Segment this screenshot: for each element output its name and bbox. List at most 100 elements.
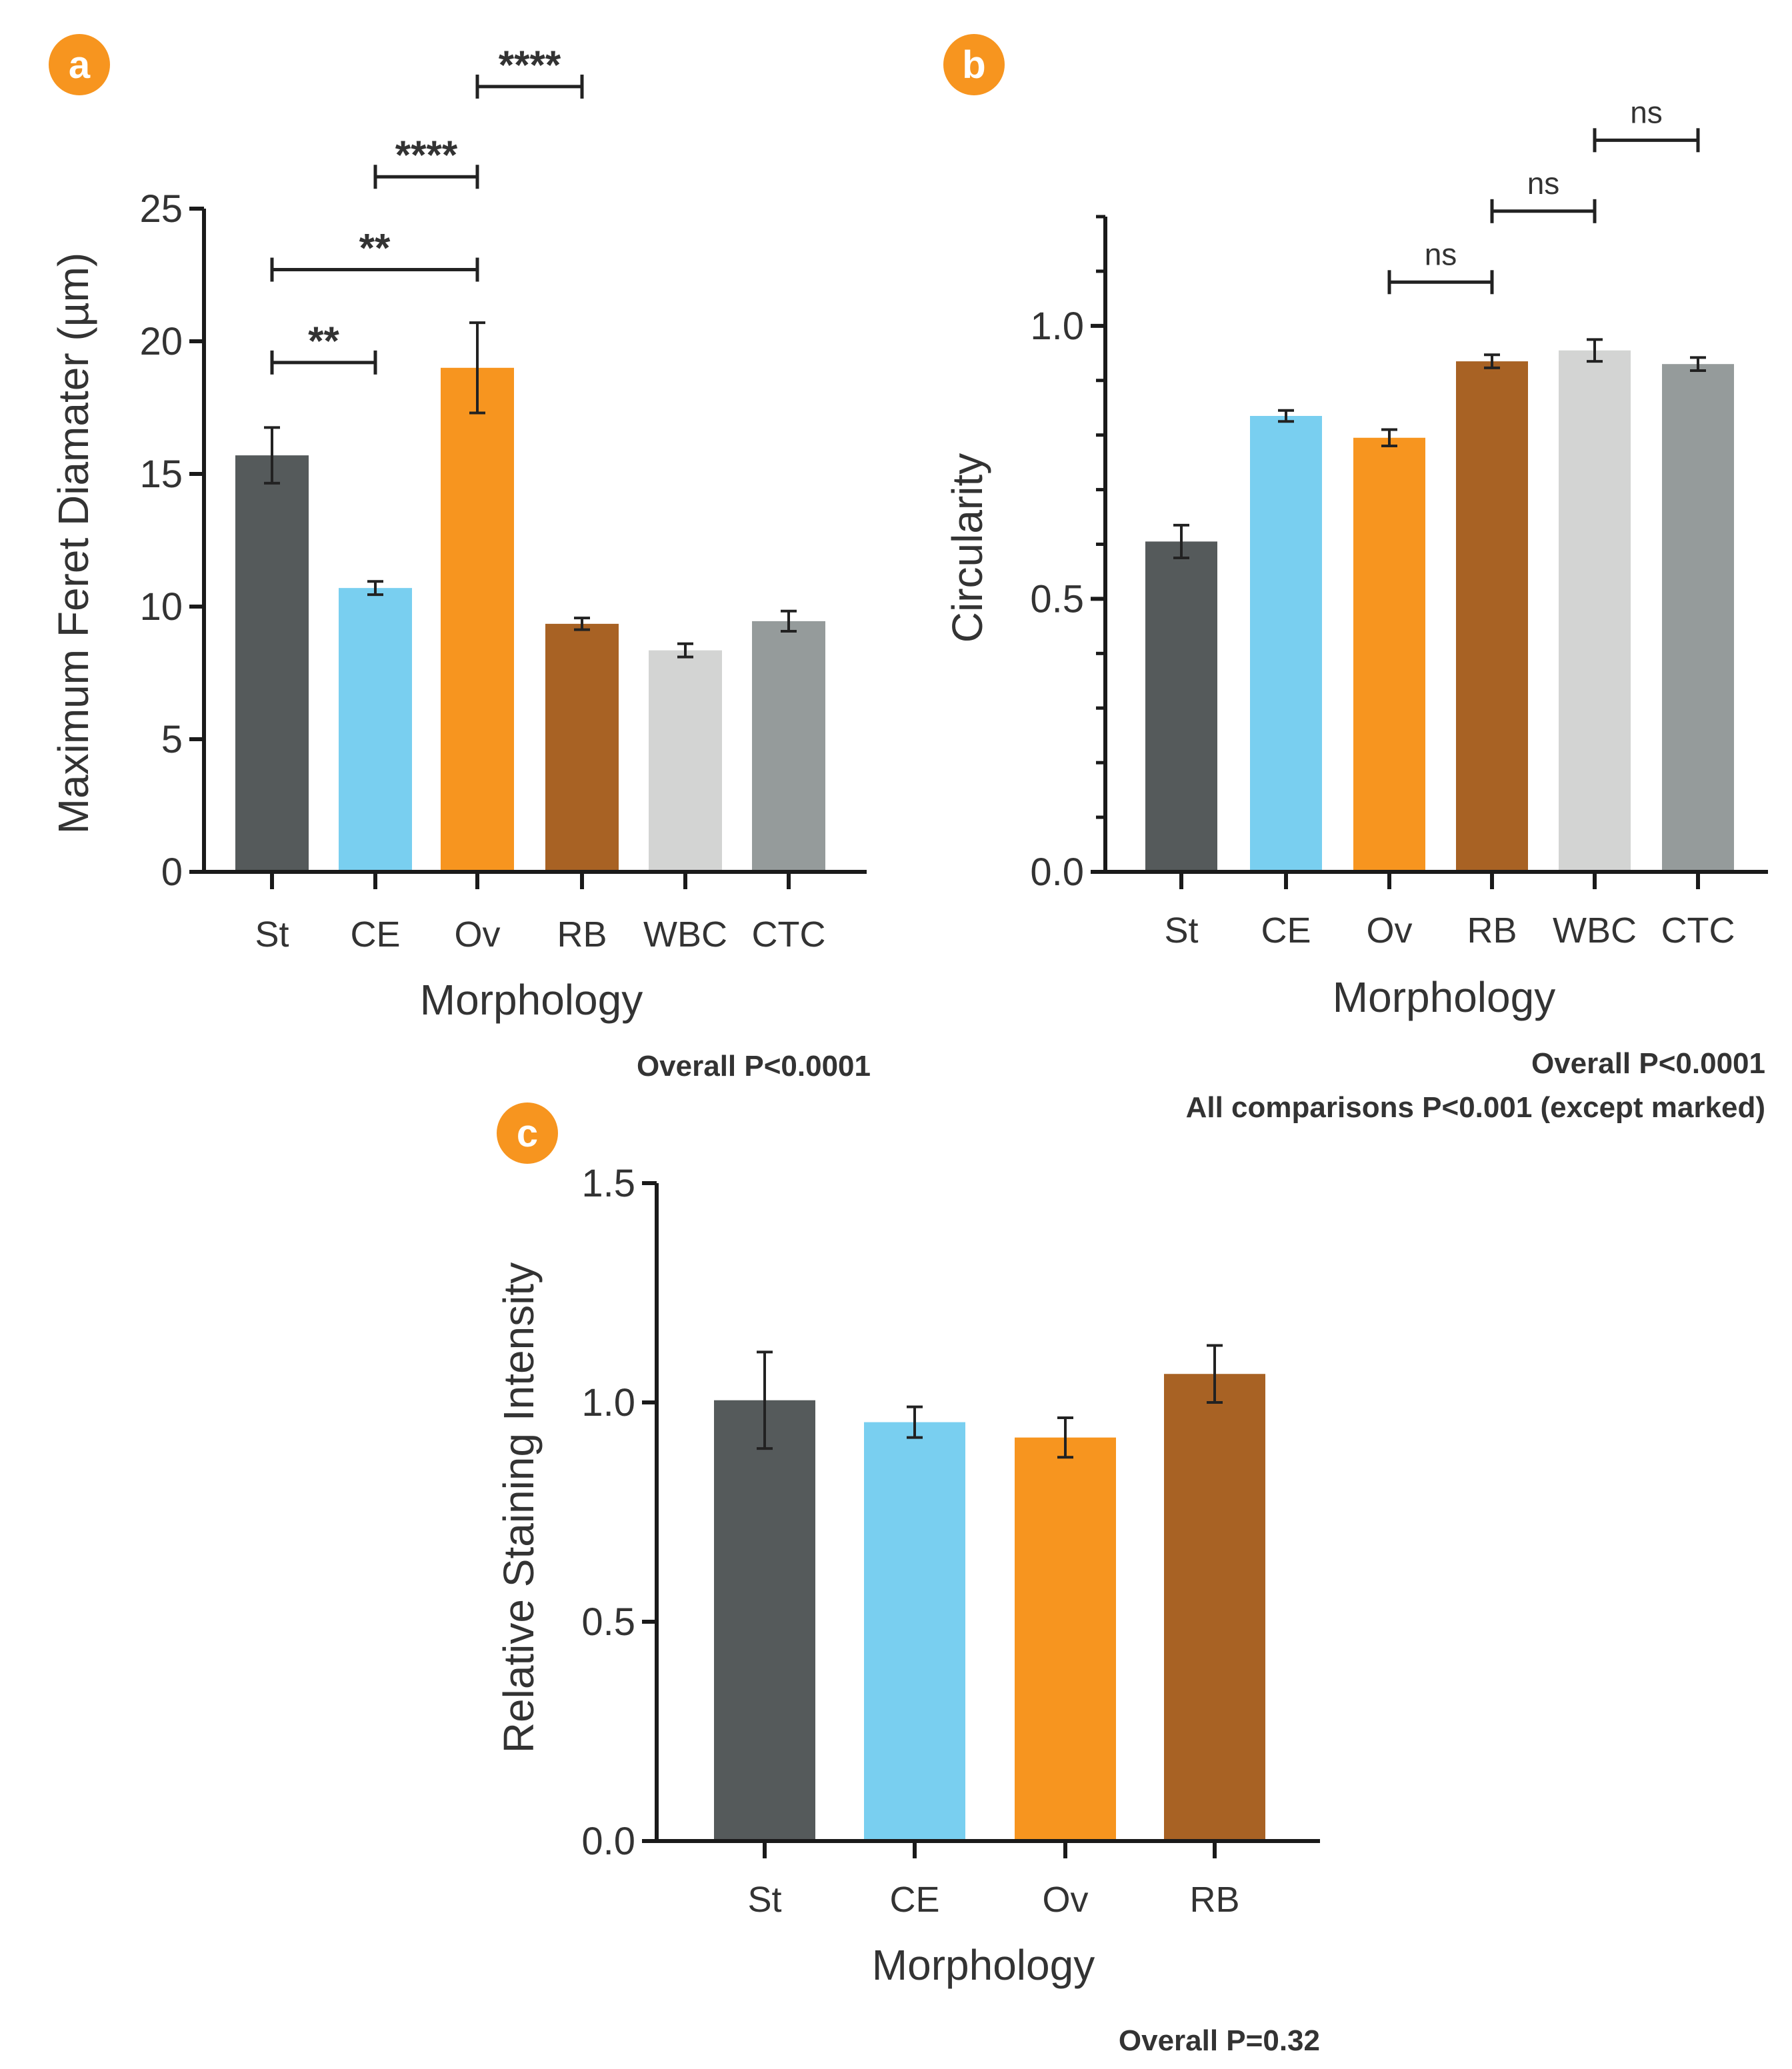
- bar-wbc: [649, 650, 722, 872]
- bar-wbc: [1559, 350, 1631, 872]
- x-tick-label-rb: RB: [1189, 1880, 1239, 1920]
- panel-c-y-axis-title: Relative Staining Intensity: [495, 1262, 543, 1753]
- x-tick-label-ov: Ov: [454, 915, 500, 955]
- panel-a-bars: [235, 321, 825, 872]
- y-tick-label: 0.5: [581, 1600, 635, 1644]
- significance-label: ****: [499, 43, 561, 87]
- y-tick-label: 0.5: [1030, 577, 1084, 621]
- panel-c-badge: [497, 1102, 558, 1164]
- significance-label: **: [308, 319, 339, 363]
- significance-label: ns: [1630, 95, 1663, 129]
- y-tick-label: 1.0: [1030, 305, 1084, 348]
- x-tick-label-ce: CE: [889, 1880, 939, 1920]
- error-bar-ctc: [781, 609, 797, 633]
- y-tick-label: 0.0: [1030, 851, 1084, 894]
- significance-bracket: [270, 257, 479, 282]
- panel-b: b 0.0 0.5 1.0 St CE Ov RB WBC CTC ns ns ns Morpholo…: [943, 34, 1768, 1124]
- x-tick-label-st: St: [255, 915, 289, 955]
- panel-b-badge: [943, 34, 1005, 95]
- x-tick-label-rb: RB: [557, 915, 607, 955]
- x-tick-label-ctc: CTC: [752, 915, 826, 955]
- panel-c-axes: 0.0 0.5 1.0 1.5 St CE Ov RB: [581, 1162, 1320, 1920]
- panel-a-y-axis-title: Maximum Feret Diamater (µm): [49, 253, 97, 835]
- error-bar-ce: [907, 1405, 923, 1439]
- panel-b-overall-p-note: Overall P<0.0001: [1531, 1047, 1765, 1080]
- y-tick-label: 0.0: [581, 1820, 635, 1863]
- x-tick-label-rb: RB: [1467, 911, 1517, 951]
- panel-a-badge-label: a: [69, 43, 91, 87]
- error-bar-ov: [1381, 428, 1397, 448]
- bar-rb: [1456, 361, 1528, 872]
- panel-c-bars: [714, 1344, 1265, 1841]
- error-bar-ov: [469, 321, 485, 415]
- panel-a-overall-p-note: Overall P<0.0001: [637, 1050, 871, 1082]
- panel-b-bars: [1145, 338, 1734, 872]
- x-tick-label-ce: CE: [350, 915, 400, 955]
- x-tick-label-wbc: WBC: [643, 915, 727, 955]
- bar-ov: [441, 367, 514, 872]
- error-bar-ce: [1278, 409, 1294, 423]
- significance-label: **: [359, 226, 391, 271]
- significance-bracket: [1387, 270, 1494, 295]
- error-bar-wbc: [1587, 338, 1603, 363]
- panel-c-overall-p-note: Overall P=0.32: [1119, 2024, 1320, 2057]
- panel-c-badge-label: c: [517, 1112, 538, 1155]
- bar-ctc: [752, 621, 825, 872]
- significance-bracket: [270, 350, 377, 375]
- bar-st: [714, 1400, 815, 1841]
- panel-a-badge: [49, 34, 110, 95]
- significance-label: ns: [1527, 166, 1560, 201]
- panel-b-axes: 0.0 0.5 1.0 St CE Ov RB WBC CTC ns ns ns: [1030, 95, 1768, 951]
- bar-ov: [1015, 1437, 1116, 1841]
- x-tick-label-ov: Ov: [1366, 911, 1412, 951]
- y-tick-label: 20: [139, 320, 183, 363]
- error-bar-ce: [367, 580, 383, 597]
- y-tick-label: 0: [161, 851, 183, 894]
- error-bar-st: [264, 426, 280, 485]
- significance-bracket: [1490, 199, 1597, 223]
- bar-rb: [1164, 1374, 1265, 1841]
- y-tick-label: 5: [161, 718, 183, 761]
- significance-bracket: [1593, 128, 1700, 153]
- panel-b-comparisons-note: All comparisons P<0.001 (except marked): [1186, 1091, 1765, 1124]
- significance-bracket: [373, 165, 479, 189]
- error-bar-st: [757, 1350, 773, 1450]
- error-bar-rb: [1207, 1344, 1223, 1404]
- y-tick-label: 10: [139, 585, 183, 629]
- bar-ce: [339, 588, 412, 872]
- error-bar-ctc: [1690, 356, 1706, 373]
- x-tick-label-st: St: [1164, 911, 1198, 951]
- panel-b-x-axis-title: Morphology: [1333, 973, 1555, 1021]
- significance-bracket: [475, 74, 584, 99]
- bar-ce: [864, 1422, 965, 1841]
- x-tick-label-ctc: CTC: [1661, 911, 1735, 951]
- y-tick-label: 15: [139, 453, 183, 496]
- x-tick-label-st: St: [747, 1880, 781, 1920]
- x-tick-label-ce: CE: [1261, 911, 1311, 951]
- significance-label: ns: [1425, 237, 1457, 271]
- panel-c: c 0.0 0.5 1.0 1.5 St CE Ov RB Morphology Relati…: [495, 1102, 1320, 2057]
- error-bar-st: [1173, 523, 1189, 559]
- bar-ov: [1353, 437, 1425, 872]
- y-tick-label: 1.5: [581, 1162, 635, 1205]
- bar-st: [1145, 541, 1217, 872]
- bar-st: [235, 455, 309, 872]
- bar-ce: [1250, 415, 1322, 872]
- error-bar-ov: [1057, 1416, 1073, 1459]
- error-bar-wbc: [677, 642, 693, 659]
- bar-rb: [545, 623, 619, 872]
- error-bar-rb: [1484, 353, 1500, 369]
- panel-c-x-axis-title: Morphology: [872, 1941, 1095, 1989]
- panel-a-x-axis-title: Morphology: [420, 976, 643, 1024]
- x-tick-label-ov: Ov: [1042, 1880, 1088, 1920]
- bar-ctc: [1662, 364, 1734, 872]
- panel-b-y-axis-title: Circularity: [943, 453, 991, 643]
- y-tick-label: 1.0: [581, 1381, 635, 1424]
- error-bar-rb: [574, 617, 590, 631]
- x-tick-label-wbc: WBC: [1553, 911, 1637, 951]
- panel-b-badge-label: b: [962, 43, 985, 87]
- y-tick-label: 25: [139, 187, 183, 231]
